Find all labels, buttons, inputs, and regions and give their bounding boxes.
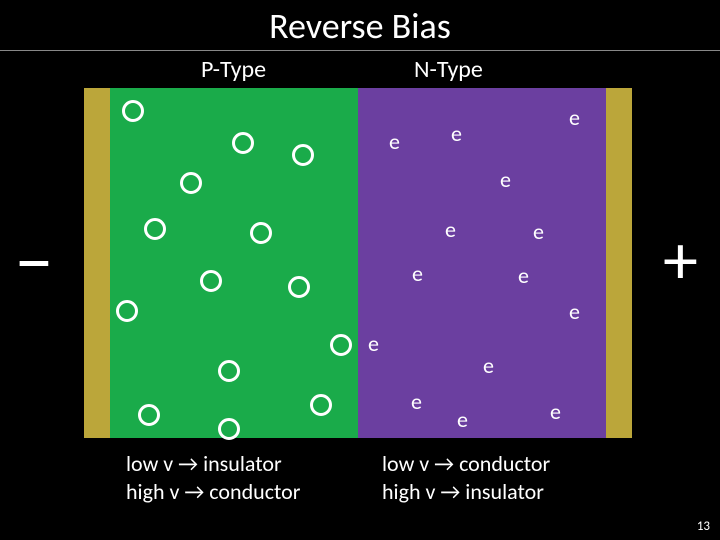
ptype-label: P-Type: [201, 55, 266, 84]
hole: [218, 418, 240, 440]
slide-title: Reverse Bias: [0, 4, 720, 48]
electron: e: [411, 388, 422, 415]
page-number: 13: [697, 519, 710, 534]
electron: e: [550, 398, 561, 425]
electron: e: [569, 104, 580, 131]
electron: e: [483, 352, 494, 379]
caption-ptype-line2: high v → conductor: [126, 478, 300, 506]
title-underline: [0, 50, 720, 51]
hole: [180, 172, 202, 194]
electron: e: [457, 406, 468, 433]
caption-ntype-line2: high v → insulator: [382, 478, 550, 506]
electron: e: [518, 262, 529, 289]
electron: e: [389, 128, 400, 155]
caption-ptype: low v → insulator high v → conductor: [126, 450, 300, 505]
hole: [218, 360, 240, 382]
electron: e: [412, 260, 423, 287]
electron: e: [569, 298, 580, 325]
electron: e: [533, 218, 544, 245]
hole: [330, 334, 352, 356]
caption-ptype-line1: low v → insulator: [126, 450, 300, 478]
right-contact-bar: [606, 88, 632, 438]
hole: [310, 394, 332, 416]
plus-terminal: +: [663, 225, 698, 295]
electron: e: [445, 216, 456, 243]
hole: [250, 222, 272, 244]
left-contact-bar: [84, 88, 110, 438]
hole: [116, 300, 138, 322]
electron: e: [368, 330, 379, 357]
hole: [232, 132, 254, 154]
caption-ntype-line1: low v → conductor: [382, 450, 550, 478]
hole: [288, 276, 310, 298]
electron: e: [500, 166, 511, 193]
hole: [144, 218, 166, 240]
hole: [122, 100, 144, 122]
minus-terminal: –: [14, 220, 54, 300]
electron: e: [451, 120, 462, 147]
caption-ntype: low v → conductor high v → insulator: [382, 450, 550, 505]
hole: [138, 404, 160, 426]
ntype-label: N-Type: [414, 55, 483, 84]
hole: [292, 144, 314, 166]
hole: [200, 270, 222, 292]
